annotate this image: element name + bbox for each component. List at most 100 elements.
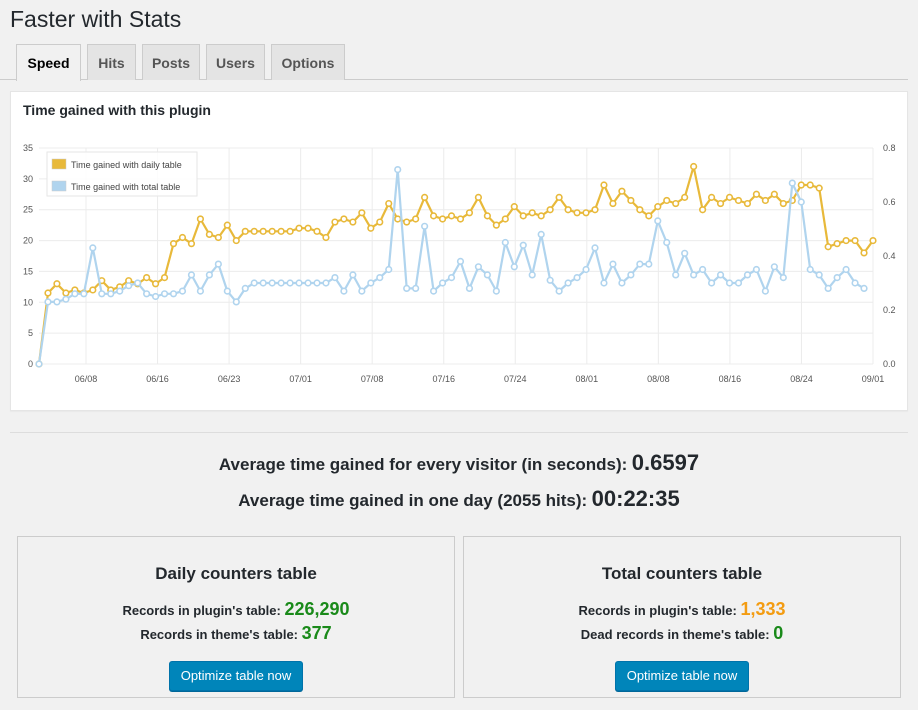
data-point-daily	[483, 212, 491, 220]
data-point-total	[98, 290, 106, 298]
tab-posts[interactable]: Posts	[142, 44, 200, 80]
daily-plugin-label: Records in plugin's table:	[122, 603, 281, 618]
data-point-daily	[367, 224, 375, 232]
total-plugin-records: Records in plugin's table: 1,333	[464, 598, 900, 622]
data-point-total	[349, 271, 357, 279]
tab-hits[interactable]: Hits	[87, 44, 136, 80]
data-point-total	[367, 279, 375, 287]
data-point-daily	[734, 196, 743, 205]
data-point-daily	[160, 274, 169, 282]
optimize-total-button[interactable]: Optimize table now	[614, 661, 750, 691]
data-point-total	[62, 295, 70, 303]
data-point-daily	[232, 236, 240, 245]
data-point-daily	[250, 227, 258, 235]
legend-swatch	[51, 180, 67, 192]
data-point-total	[824, 284, 832, 292]
data-point-total	[546, 276, 554, 284]
data-point-daily	[573, 209, 581, 217]
data-point-daily	[214, 233, 222, 242]
data-point-total	[358, 287, 366, 295]
x-tick-label: 08/01	[576, 374, 599, 384]
tab-options[interactable]: Options	[271, 44, 345, 80]
data-point-daily	[537, 212, 545, 220]
data-point-total	[492, 287, 500, 295]
data-point-daily	[833, 240, 841, 248]
x-tick-label: 06/23	[218, 374, 241, 384]
data-point-total	[134, 279, 142, 287]
data-point-daily	[797, 181, 805, 189]
data-point-daily	[151, 280, 160, 288]
data-point-total	[627, 271, 635, 279]
data-point-total	[259, 279, 267, 287]
data-point-daily	[89, 286, 97, 294]
data-point-daily	[340, 215, 348, 223]
data-point-total	[214, 260, 222, 268]
data-point-total	[223, 287, 231, 295]
series-line-daily	[37, 165, 874, 365]
data-point-total	[277, 279, 285, 287]
data-point-total	[196, 287, 205, 295]
y-left-tick-label: 0	[28, 359, 33, 369]
total-box-title: Total counters table	[601, 564, 763, 583]
daily-theme-label: Records in theme's table:	[140, 627, 299, 642]
tab-speed[interactable]: Speed	[16, 44, 81, 81]
data-point-total	[806, 265, 814, 274]
data-point-daily	[699, 206, 707, 214]
data-point-daily	[205, 230, 213, 238]
data-point-daily	[358, 209, 366, 217]
data-point-total	[107, 290, 115, 298]
data-point-daily	[672, 199, 680, 208]
data-point-total	[716, 271, 725, 279]
legend-label: Time gained with total table	[71, 182, 180, 192]
x-tick-label: 07/24	[504, 374, 527, 384]
data-point-total	[205, 271, 213, 279]
data-point-daily	[851, 236, 859, 245]
data-point-total	[340, 287, 348, 295]
x-tick-label: 07/08	[361, 374, 384, 384]
data-point-total	[116, 287, 124, 295]
data-point-total	[403, 284, 411, 292]
data-point-total	[304, 279, 312, 287]
data-point-daily	[860, 249, 868, 257]
chart-title: Time gained with this plugin	[23, 102, 211, 118]
data-point-total	[187, 271, 196, 279]
data-point-daily	[519, 212, 527, 220]
data-point-daily	[447, 212, 456, 220]
legend-swatch	[51, 158, 67, 170]
data-point-total	[699, 265, 707, 274]
data-point-total	[465, 284, 474, 292]
x-tick-label: 07/01	[289, 374, 312, 384]
data-point-total	[564, 279, 572, 287]
data-point-daily	[187, 240, 196, 248]
data-point-total	[636, 260, 644, 268]
optimize-daily-button[interactable]: Optimize table now	[168, 661, 304, 691]
daily-plugin-records: Records in plugin's table: 226,290	[18, 598, 454, 622]
x-tick-label: 09/01	[862, 374, 885, 384]
data-point-total	[519, 241, 527, 249]
data-point-daily	[654, 203, 662, 211]
data-point-total	[591, 244, 599, 252]
data-point-total	[71, 290, 79, 298]
data-point-total	[743, 271, 752, 279]
data-point-daily	[241, 227, 249, 235]
data-point-daily	[349, 218, 357, 226]
avg-visitor-line: Average time gained for every visitor (i…	[0, 450, 918, 476]
x-tick-label: 06/08	[75, 374, 98, 384]
x-tick-label: 07/16	[432, 374, 455, 384]
avg-day-value: 00:22:35	[591, 486, 680, 511]
data-point-total	[510, 263, 518, 271]
data-point-total	[250, 279, 258, 287]
data-point-daily	[681, 193, 689, 201]
data-point-total	[663, 238, 671, 247]
data-point-daily	[806, 181, 814, 189]
daily-plugin-value: 226,290	[284, 599, 350, 619]
tab-users[interactable]: Users	[206, 44, 265, 80]
y-right-tick-label: 0.6	[883, 197, 896, 207]
data-point-total	[474, 263, 483, 271]
data-point-total	[89, 244, 97, 252]
data-point-total	[600, 279, 608, 287]
daily-box-title: Daily counters table	[155, 564, 317, 583]
data-point-daily	[600, 181, 608, 189]
data-point-total	[429, 287, 438, 295]
data-point-daily	[627, 196, 635, 205]
